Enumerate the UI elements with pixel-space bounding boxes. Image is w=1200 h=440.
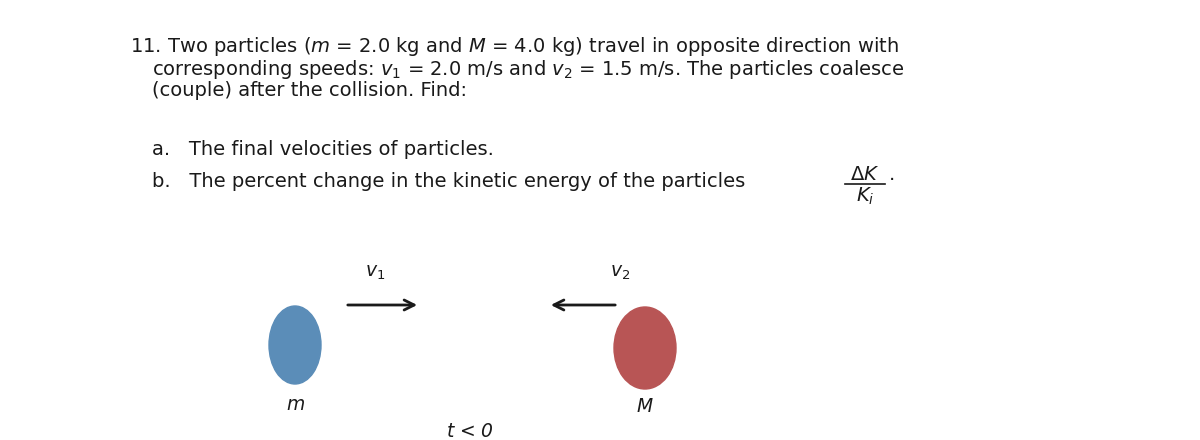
Ellipse shape bbox=[614, 307, 676, 389]
Text: $K_i$: $K_i$ bbox=[856, 186, 875, 207]
Text: (couple) after the collision. Find:: (couple) after the collision. Find: bbox=[152, 81, 467, 100]
Ellipse shape bbox=[269, 306, 322, 384]
Text: b.   The percent change in the kinetic energy of the particles: b. The percent change in the kinetic ene… bbox=[152, 172, 745, 191]
Text: $t$ < 0: $t$ < 0 bbox=[446, 422, 494, 440]
Text: .: . bbox=[889, 165, 895, 184]
Text: $v_1$: $v_1$ bbox=[365, 263, 385, 282]
Text: $v_2$: $v_2$ bbox=[610, 263, 630, 282]
Text: $M$: $M$ bbox=[636, 397, 654, 416]
Text: $m$: $m$ bbox=[286, 395, 305, 414]
Text: corresponding speeds: $v_1$ = 2.0 m/s and $v_2$ = 1.5 m/s. The particles coalesc: corresponding speeds: $v_1$ = 2.0 m/s an… bbox=[152, 58, 905, 81]
Text: $\Delta K$: $\Delta K$ bbox=[851, 165, 880, 184]
Text: 11. Two particles ($m$ = 2.0 kg and $M$ = 4.0 kg) travel in opposite direction w: 11. Two particles ($m$ = 2.0 kg and $M$ … bbox=[130, 35, 899, 58]
Text: a.   The final velocities of particles.: a. The final velocities of particles. bbox=[152, 140, 494, 159]
